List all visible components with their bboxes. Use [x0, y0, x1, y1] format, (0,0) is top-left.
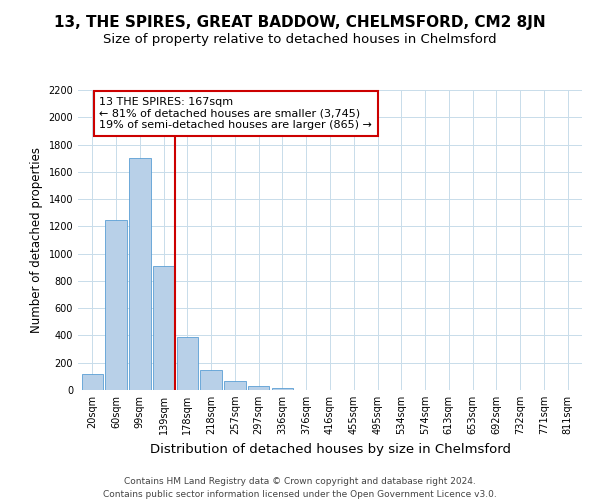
- Bar: [153, 266, 174, 390]
- Text: 13, THE SPIRES, GREAT BADDOW, CHELMSFORD, CM2 8JN: 13, THE SPIRES, GREAT BADDOW, CHELMSFORD…: [54, 15, 546, 30]
- Bar: [129, 158, 151, 390]
- Bar: [224, 380, 245, 390]
- Bar: [200, 370, 222, 390]
- Text: Contains public sector information licensed under the Open Government Licence v3: Contains public sector information licen…: [103, 490, 497, 499]
- Bar: [176, 337, 198, 390]
- X-axis label: Distribution of detached houses by size in Chelmsford: Distribution of detached houses by size …: [149, 442, 511, 456]
- Text: 13 THE SPIRES: 167sqm
← 81% of detached houses are smaller (3,745)
19% of semi-d: 13 THE SPIRES: 167sqm ← 81% of detached …: [100, 97, 372, 130]
- Text: Contains HM Land Registry data © Crown copyright and database right 2024.: Contains HM Land Registry data © Crown c…: [124, 478, 476, 486]
- Bar: [82, 374, 103, 390]
- Bar: [248, 386, 269, 390]
- Bar: [106, 220, 127, 390]
- Y-axis label: Number of detached properties: Number of detached properties: [30, 147, 43, 333]
- Bar: [272, 388, 293, 390]
- Text: Size of property relative to detached houses in Chelmsford: Size of property relative to detached ho…: [103, 32, 497, 46]
